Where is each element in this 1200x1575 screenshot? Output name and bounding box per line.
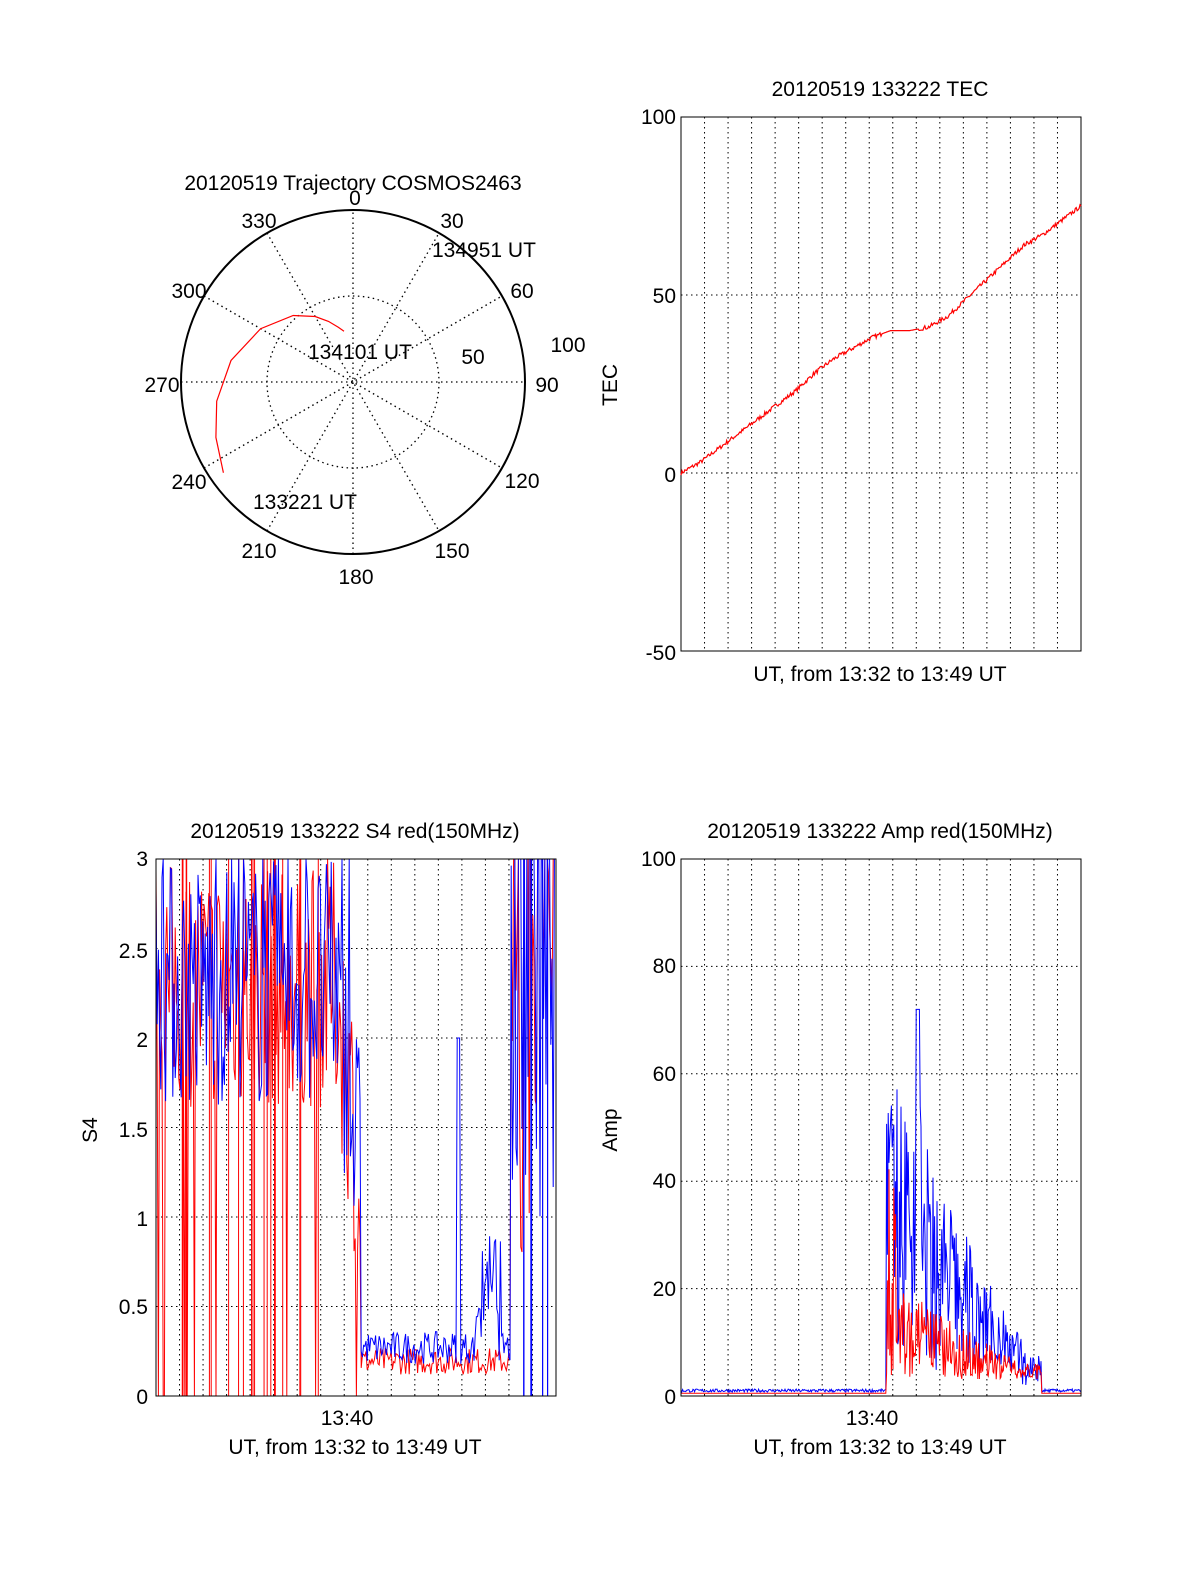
s4-plot-frame: [155, 858, 557, 1397]
s4-ytick-2: 2: [136, 1029, 148, 1052]
angle-label-60: 60: [510, 280, 533, 303]
amp-yticks: 100 80 60 40 20 0: [641, 848, 676, 1409]
angle-label-90: 90: [535, 374, 558, 397]
amp-ytick-20: 20: [653, 1278, 676, 1301]
s4-title: 20120519 133222 S4 red(150MHz): [190, 820, 519, 843]
s4-red-trace: [155, 858, 556, 1397]
s4-xlabel: UT, from 13:32 to 13:49 UT: [228, 1436, 481, 1459]
amp-ytick-0: 0: [664, 1386, 676, 1409]
annotation-start-time: 133221 UT: [253, 491, 357, 514]
tec-chart: 20120519 133222 TEC 100 50 0 -50 TEC UT,…: [599, 78, 1082, 686]
amp-ytick-40: 40: [653, 1170, 676, 1193]
tec-ytick-50: 50: [653, 285, 676, 308]
angle-label-330: 330: [241, 210, 276, 233]
trajectory-line: [215, 314, 345, 473]
s4-xtick-1340: 13:40: [321, 1407, 374, 1430]
amp-series-red: [681, 1169, 1081, 1394]
amp-xlabel: UT, from 13:32 to 13:49 UT: [753, 1436, 1006, 1459]
s4-series-blue: [155, 858, 556, 1396]
s4-ylabel: S4: [79, 1117, 102, 1143]
angle-label-120: 120: [504, 470, 539, 493]
tec-plot-frame: [680, 116, 1082, 652]
s4-ytick-3: 3: [136, 848, 148, 871]
angle-label-270: 270: [144, 374, 179, 397]
s4-ytick-2.5: 2.5: [119, 940, 148, 963]
amp-grid: [681, 859, 1081, 1396]
tec-ytick-100: 100: [641, 106, 676, 129]
s4-ytick-1: 1: [136, 1208, 148, 1231]
radial-label-50: 50: [461, 346, 484, 369]
s4-yticks: 3 2.5 2 1.5 1 0.5 0: [119, 848, 148, 1409]
amp-title: 20120519 133222 Amp red(150MHz): [707, 820, 1053, 843]
tec-ytick-neg50: -50: [646, 642, 676, 665]
amp-series-blue: [680, 1008, 1082, 1394]
annotation-mid-time: 134101 UT: [308, 341, 412, 364]
s4-ytick-0: 0: [136, 1386, 148, 1409]
amp-xtick-1340: 13:40: [846, 1407, 899, 1430]
tec-series-red: [680, 203, 1082, 476]
angle-label-180: 180: [338, 566, 373, 589]
amp-red-trace: [681, 1169, 1081, 1394]
amp-chart: 20120519 133222 Amp red(150MHz) 100 80 6…: [599, 820, 1082, 1459]
s4-blue-trace: [155, 858, 556, 1364]
amp-ytick-80: 80: [653, 955, 676, 978]
angle-label-0: 0: [349, 187, 361, 210]
tec-yticks: 100 50 0 -50: [641, 106, 676, 665]
amp-ytick-60: 60: [653, 1063, 676, 1086]
tec-title: 20120519 133222 TEC: [772, 78, 989, 101]
amp-ytick-100: 100: [641, 848, 676, 871]
polar-outer-ring: [180, 209, 526, 555]
polar-ring-50: [266, 295, 440, 469]
angle-label-150: 150: [434, 540, 469, 563]
angle-label-30: 30: [440, 210, 463, 233]
tec-grid: [681, 117, 1081, 651]
angle-label-210: 210: [241, 540, 276, 563]
s4-series-red: [155, 858, 556, 1397]
amp-ylabel: Amp: [599, 1108, 622, 1151]
s4-ytick-0.5: 0.5: [119, 1296, 148, 1319]
angle-label-300: 300: [171, 280, 206, 303]
radial-label-100: 100: [550, 334, 585, 357]
s4-ytick-1.5: 1.5: [119, 1119, 148, 1142]
s4-chart: 20120519 133222 S4 red(150MHz) 3 2.5 2 1…: [79, 820, 557, 1459]
angle-label-240: 240: [171, 471, 206, 494]
tec-ytick-0: 0: [664, 464, 676, 487]
amp-plot-frame: [680, 858, 1082, 1397]
tec-xlabel: UT, from 13:32 to 13:49 UT: [753, 663, 1006, 686]
polar-angle-labels: 0 30 60 90 120 150 180 210 240 270 300 3…: [144, 187, 585, 589]
tec-ylabel: TEC: [599, 364, 622, 406]
trajectory-title: 20120519 Trajectory COSMOS2463: [184, 172, 521, 195]
trajectory-chart: 20120519 Trajectory COSMOS2463 0 30 60 9…: [144, 172, 585, 589]
amp-blue-trace: [680, 1008, 1082, 1394]
annotation-end-time: 134951 UT: [432, 239, 536, 262]
polar-grid: [181, 210, 525, 554]
